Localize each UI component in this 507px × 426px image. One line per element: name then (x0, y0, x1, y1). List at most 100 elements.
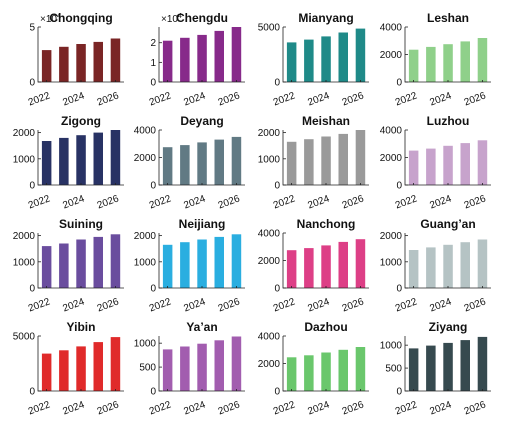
bar (93, 41, 103, 82)
subplot-title: Luzhou (427, 114, 470, 128)
bar (197, 34, 207, 82)
y-tick-label: 0 (396, 284, 402, 295)
bar (162, 147, 173, 185)
subplot-meishan: Meishan 0 1000 2000 2022 2024 2026 (258, 114, 369, 211)
y-tick-label: 0 (150, 284, 156, 295)
bar (286, 250, 297, 288)
bar (214, 30, 224, 82)
bar (180, 346, 190, 391)
y-tick-label: 4000 (134, 126, 157, 137)
bar (110, 337, 121, 391)
subplot-zigong: Zigong 0 1000 2000 2022 2024 2026 (13, 114, 124, 211)
x-tick-label: 2024 (182, 193, 207, 211)
x-tick-label: 2026 (217, 296, 242, 314)
x-tick-label: 2022 (148, 90, 173, 108)
y-tick-label: 0 (150, 181, 156, 192)
bar (110, 130, 121, 185)
axis-multiplier: ×104 (161, 13, 182, 25)
bar (408, 49, 419, 82)
subplot-yaan: Ya’an 0 500 1000 2022 2024 2026 (134, 320, 245, 417)
bar (41, 246, 52, 288)
y-tick-label: 2000 (13, 128, 36, 139)
bar (477, 239, 488, 288)
bar (286, 141, 297, 185)
y-tick-label: 0 (274, 387, 280, 398)
x-tick-label: 2024 (428, 193, 453, 211)
bar (460, 41, 470, 82)
bar (59, 46, 69, 82)
y-tick-label: 1000 (13, 257, 36, 268)
bar (426, 46, 436, 82)
x-tick-label: 2026 (217, 399, 242, 417)
bar (93, 132, 103, 185)
subplot-chengdu: Chengdu×104 0 1 2 2022 2024 2026 (148, 11, 245, 108)
bar (321, 136, 331, 185)
x-tick-label: 2026 (463, 296, 488, 314)
x-tick-label: 2022 (27, 193, 52, 211)
bar (338, 349, 348, 392)
bar (93, 236, 103, 288)
x-tick-label: 2026 (341, 90, 366, 108)
subplot-title: Mianyang (298, 11, 353, 25)
y-tick-label: 5000 (258, 23, 281, 34)
bar (477, 140, 488, 185)
subplot-title: Chengdu (176, 11, 228, 25)
bar (443, 342, 453, 391)
x-tick-label: 2022 (148, 399, 173, 417)
subplot-ziyang: Ziyang 0 500 1000 2022 2024 2026 (380, 320, 491, 417)
subplot-leshan: Leshan 0 2000 4000 2022 2024 2026 (380, 11, 491, 108)
bar (180, 37, 190, 82)
y-tick-label: 0 (396, 78, 402, 89)
bar (76, 239, 86, 288)
subplot-yibin: Yibin 0 5000 2022 2024 2026 (13, 320, 124, 417)
y-tick-label: 1000 (380, 257, 403, 268)
x-tick-label: 2026 (217, 90, 242, 108)
x-tick-label: 2022 (394, 90, 419, 108)
bar (355, 130, 366, 185)
bar (197, 239, 207, 288)
bar (231, 27, 242, 82)
subplot-title: Yibin (67, 320, 96, 334)
bar (321, 245, 331, 288)
axis-multiplier: ×104 (40, 13, 61, 25)
subplot-title: Deyang (180, 114, 223, 128)
x-tick-label: 2024 (61, 296, 86, 314)
y-tick-label: 1000 (134, 257, 157, 268)
x-tick-label: 2026 (463, 90, 488, 108)
bar (76, 135, 86, 185)
bar (214, 139, 224, 185)
subplot-title: Meishan (302, 114, 350, 128)
bar (286, 42, 297, 82)
y-tick-label: 4000 (380, 23, 403, 34)
bar (214, 340, 224, 391)
x-tick-label: 2026 (96, 296, 121, 314)
subplot-guangan: Guang’an 0 1000 2000 2022 2024 2026 (380, 217, 491, 314)
bar (180, 145, 190, 185)
subplot-neijiang: Neijiang 0 1000 2000 2022 2024 2026 (134, 217, 245, 314)
bar (355, 28, 366, 83)
bar (408, 348, 419, 391)
x-tick-label: 2022 (272, 193, 297, 211)
y-tick-label: 2000 (380, 50, 403, 61)
bar (304, 139, 314, 185)
bar (321, 352, 331, 391)
subplot-title: Zigong (61, 114, 101, 128)
x-tick-label: 2022 (272, 90, 297, 108)
bar (110, 38, 121, 82)
bar (355, 347, 366, 391)
y-tick-label: 1000 (258, 154, 281, 165)
x-tick-label: 2024 (428, 399, 453, 417)
x-tick-label: 2022 (27, 90, 52, 108)
x-tick-label: 2024 (61, 193, 86, 211)
x-tick-label: 2024 (306, 399, 331, 417)
subplot-title: Suining (59, 217, 103, 231)
bar (338, 241, 348, 288)
subplot-title: Neijiang (179, 217, 226, 231)
bar (426, 345, 436, 391)
bar (443, 244, 453, 288)
x-tick-label: 2024 (428, 90, 453, 108)
x-tick-label: 2024 (182, 296, 207, 314)
y-tick-label: 0 (274, 181, 280, 192)
bar (59, 243, 69, 288)
subplot-title: Leshan (427, 11, 469, 25)
